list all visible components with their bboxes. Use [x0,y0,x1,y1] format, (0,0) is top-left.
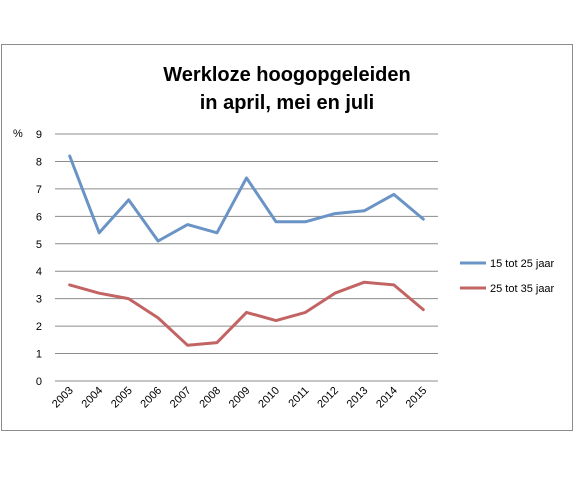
y-tick-label: 5 [36,239,42,251]
chart-title-line-1: Werkloze hoogopgeleiden [163,64,410,86]
x-axis-ticks: 2003 2004 2005 2006 2007 2008 2009 2010 2011 2012… [50,385,429,411]
x-tick-label: 2011 [286,385,311,410]
x-tick-label: 2007 [168,385,194,411]
x-tick-label: 2009 [227,385,253,411]
line-chart: Werkloze hoogopgeleiden in april, mei en… [13,64,555,411]
y-tick-label: 1 [36,349,42,361]
x-tick-label: 2010 [256,385,282,411]
y-tick-label: 8 [36,156,42,168]
y-axis-ticks: 0 1 2 3 4 5 6 7 8 9 [36,129,42,388]
y-tick-label: 9 [36,129,42,141]
chart-title: Werkloze hoogopgeleiden in april, mei en… [163,64,410,114]
chart-title-line-2: in april, mei en juli [200,92,374,114]
x-tick-label: 2004 [80,385,106,411]
legend-label: 25 tot 35 jaar [490,283,555,295]
chart-frame: Werkloze hoogopgeleiden in april, mei en… [1,44,573,431]
legend-label: 15 tot 25 jaar [490,258,555,270]
y-tick-label: 6 [36,211,42,223]
legend: 15 tot 25 jaar 25 tot 35 jaar [460,258,555,295]
y-tick-label: 3 [36,294,42,306]
x-tick-label: 2013 [345,385,371,411]
x-tick-label: 2003 [50,385,76,411]
y-tick-label: 0 [36,376,42,388]
x-tick-label: 2005 [109,385,135,411]
series-lines [68,154,425,347]
y-tick-label: 2 [36,321,42,333]
series-line-1 [68,154,425,243]
x-tick-label: 2012 [315,385,341,411]
x-tick-label: 2014 [374,385,400,411]
y-tick-label: 7 [36,184,42,196]
x-tick-label: 2015 [404,385,430,411]
y-axis-unit-label: % [13,128,23,140]
series-line-2 [68,280,425,347]
x-tick-label: 2008 [197,385,223,411]
gridlines [55,133,438,382]
y-tick-label: 4 [36,266,42,278]
x-tick-label: 2006 [138,385,164,411]
